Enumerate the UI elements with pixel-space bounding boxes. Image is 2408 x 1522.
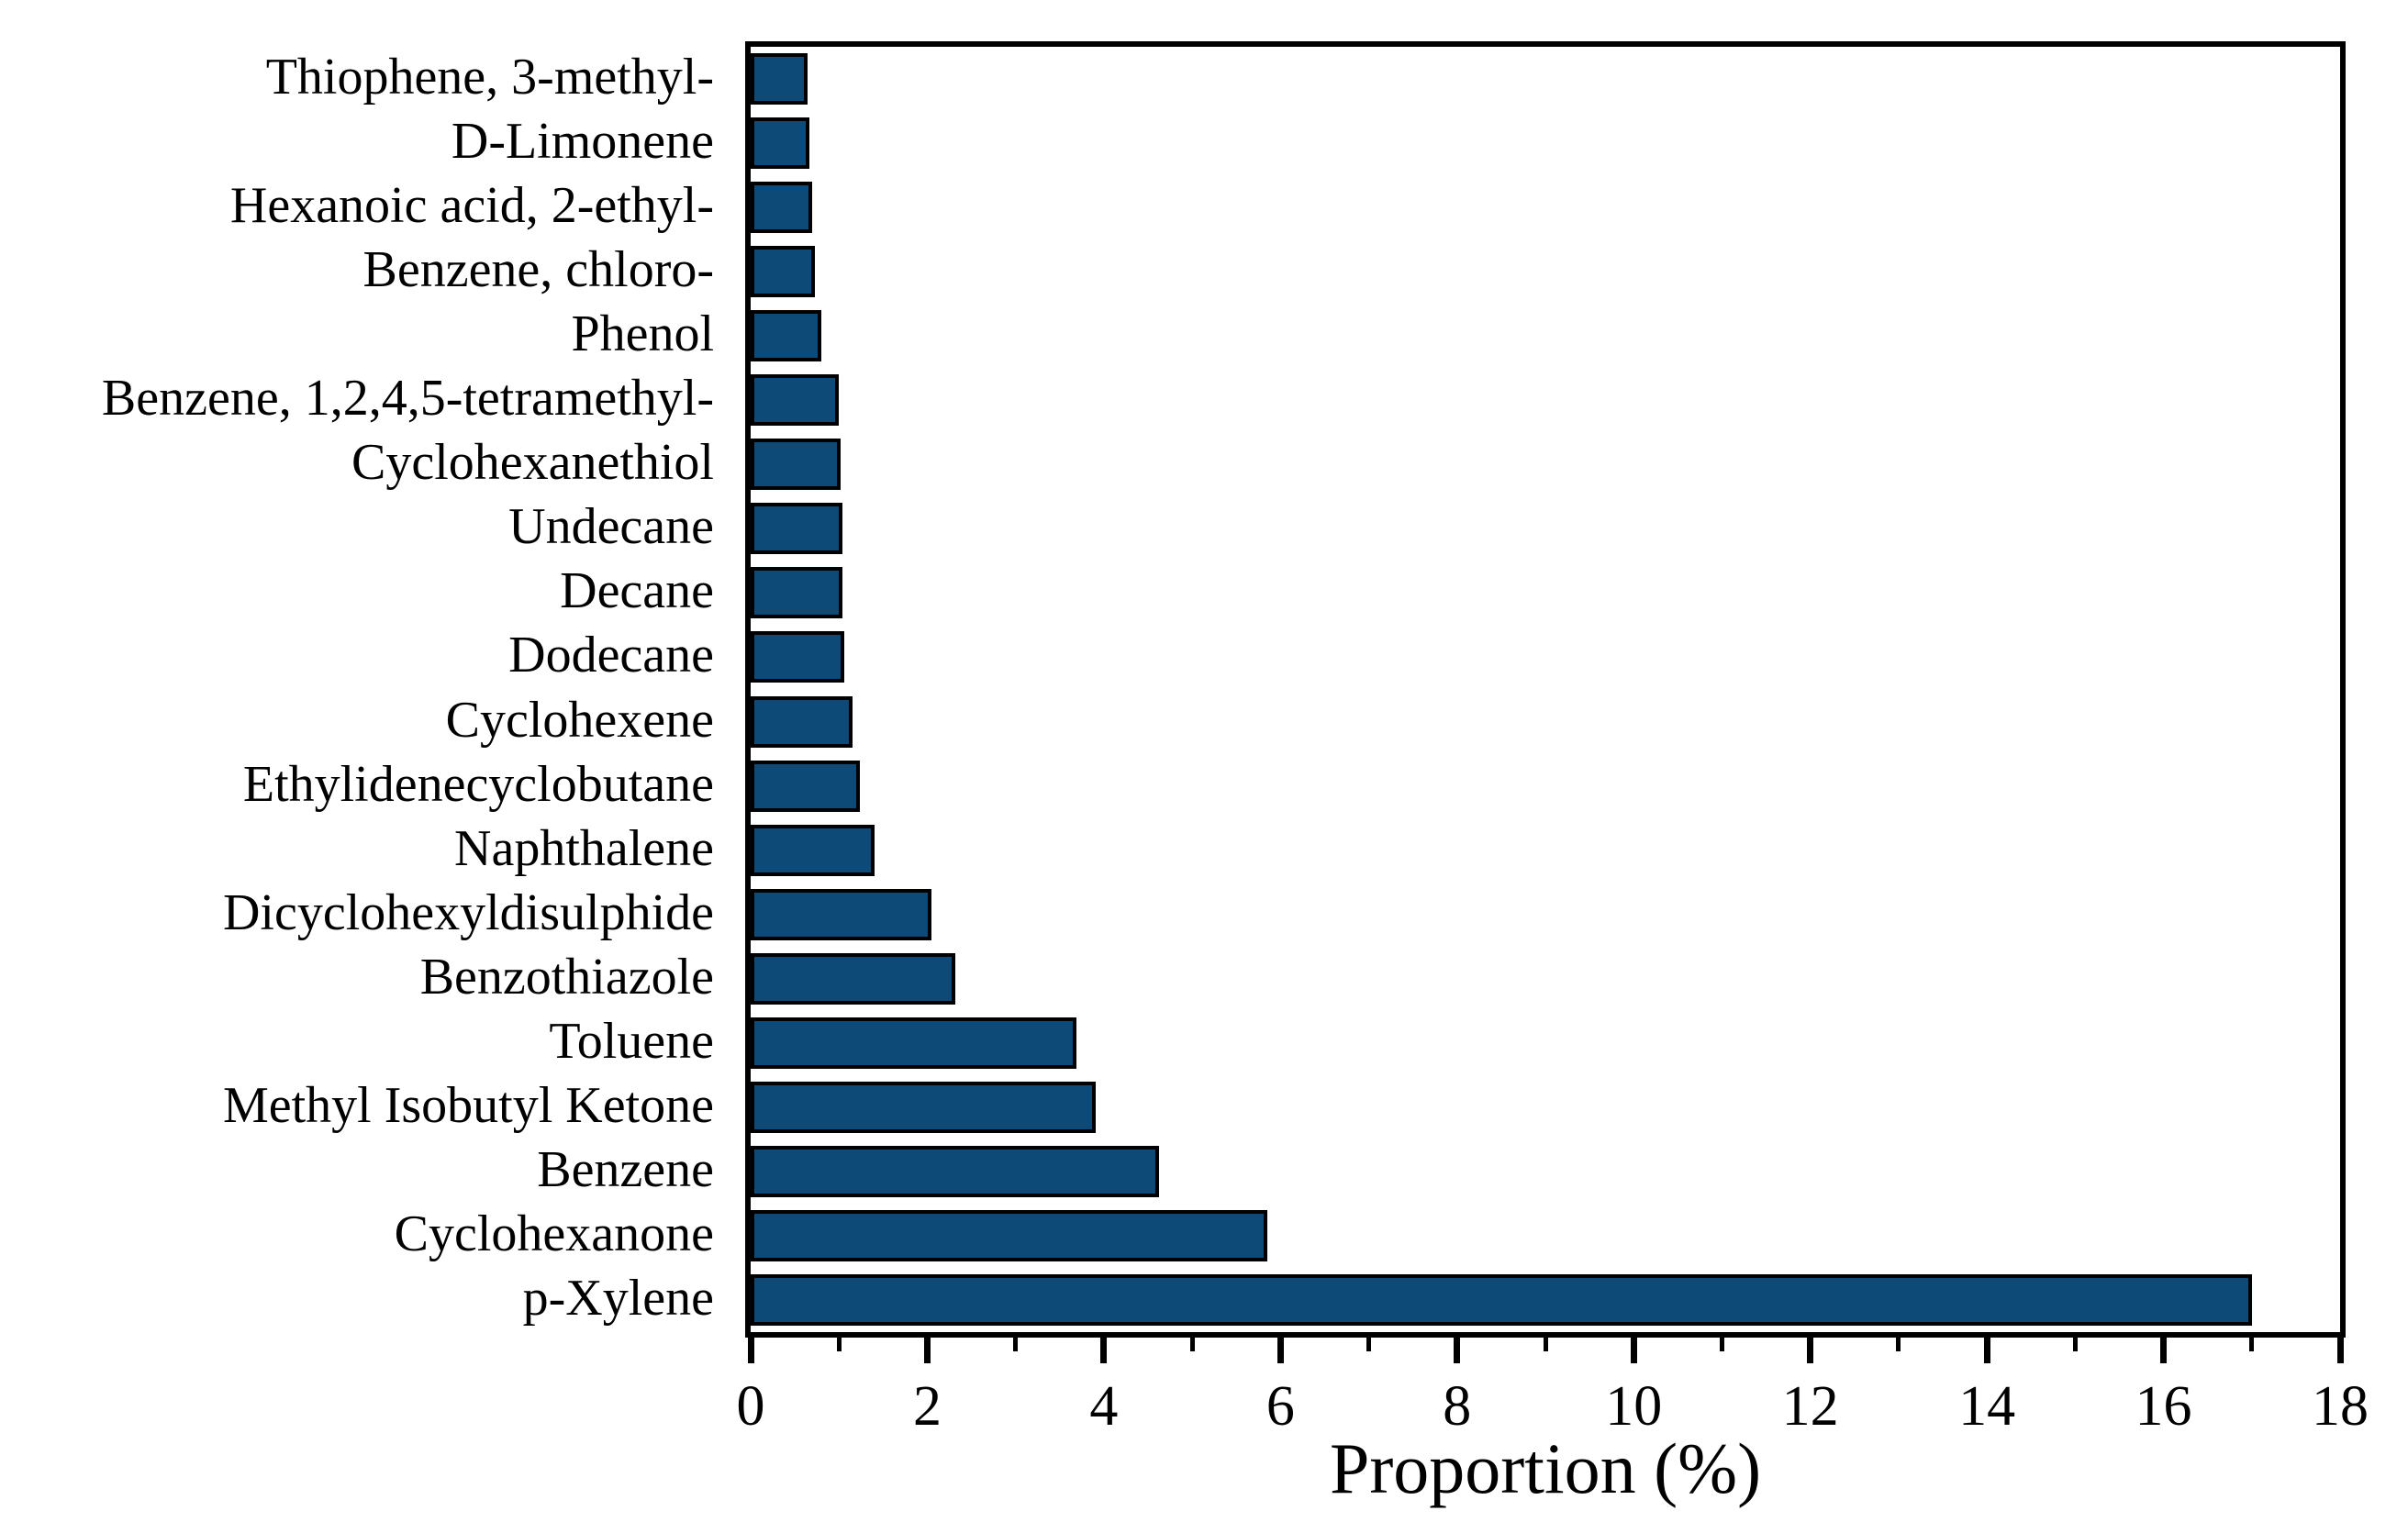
y-category-label: Hexanoic acid, 2-ethyl- <box>229 176 714 234</box>
x-major-tick <box>747 1336 754 1363</box>
x-major-tick <box>2336 1336 2344 1363</box>
x-minor-tick <box>2072 1336 2078 1351</box>
bar-1 <box>751 117 810 170</box>
x-major-tick <box>1276 1336 1284 1363</box>
bar-12 <box>751 824 875 876</box>
y-category-label: p-Xylene <box>522 1269 714 1327</box>
y-category-label: Toluene <box>549 1012 714 1070</box>
x-tick-label: 18 <box>2312 1375 2369 1438</box>
y-category-label: Benzene, 1,2,4,5-tetramethyl- <box>101 370 714 428</box>
x-minor-tick <box>1543 1336 1548 1351</box>
bar-10 <box>751 695 853 748</box>
y-category-label: Phenol <box>571 305 714 362</box>
x-major-tick <box>1807 1336 1814 1363</box>
y-category-label: Dodecane <box>508 627 714 684</box>
y-category-label: Dicyclohexyldisulphide <box>222 883 714 941</box>
bar-8 <box>751 567 843 619</box>
bar-5 <box>751 374 840 427</box>
bar-14 <box>751 952 956 1005</box>
plot-area <box>745 41 2346 1338</box>
x-tick-label: 2 <box>912 1375 942 1438</box>
y-category-label: Thiophene, 3-methyl- <box>265 48 714 106</box>
bar-2 <box>751 182 813 234</box>
x-major-tick <box>1100 1336 1108 1363</box>
y-category-label: Benzothiazole <box>419 948 714 1005</box>
bar-19 <box>751 1273 2252 1326</box>
bar-3 <box>751 246 816 298</box>
bar-11 <box>751 760 861 812</box>
bar-4 <box>751 310 821 362</box>
x-major-tick <box>923 1336 931 1363</box>
x-major-tick <box>1454 1336 1461 1363</box>
x-tick-label: 14 <box>1958 1375 2016 1438</box>
bar-18 <box>751 1209 1267 1261</box>
y-category-label: Naphthalene <box>454 819 714 877</box>
bar-6 <box>751 439 842 491</box>
x-minor-tick <box>1189 1336 1195 1351</box>
bar-7 <box>751 503 843 555</box>
x-minor-tick <box>1896 1336 1901 1351</box>
y-category-label: Ethylidenecyclobutane <box>242 755 714 813</box>
bar-15 <box>751 1017 1077 1069</box>
x-minor-tick <box>1366 1336 1372 1351</box>
x-major-tick <box>1983 1336 1990 1363</box>
y-category-label: Cyclohexene <box>445 691 714 749</box>
x-minor-tick <box>2249 1336 2255 1351</box>
bar-0 <box>751 53 808 106</box>
y-category-label: Benzene, chloro- <box>362 240 714 298</box>
y-category-label: Cyclohexanethiol <box>351 434 714 492</box>
y-category-label: Cyclohexanone <box>394 1205 714 1262</box>
x-tick-label: 6 <box>1265 1375 1295 1438</box>
x-axis-title: Proportion (%) <box>1329 1428 1762 1508</box>
y-category-label: Methyl Isobutyl Ketone <box>222 1076 714 1134</box>
x-tick-label: 4 <box>1089 1375 1119 1438</box>
y-category-label: Undecane <box>508 498 714 556</box>
x-minor-tick <box>1719 1336 1724 1351</box>
bar-9 <box>751 631 844 683</box>
y-category-label: Benzene <box>537 1140 714 1198</box>
bar-16 <box>751 1081 1097 1133</box>
x-minor-tick <box>1013 1336 1019 1351</box>
y-category-label: Decane <box>560 562 714 620</box>
x-minor-tick <box>836 1336 842 1351</box>
x-tick-label: 12 <box>1781 1375 1839 1438</box>
y-category-label: D-Limonene <box>451 112 714 170</box>
x-tick-label: 16 <box>2135 1375 2192 1438</box>
x-tick-label: 8 <box>1443 1375 1472 1438</box>
bar-13 <box>751 888 932 940</box>
x-major-tick <box>1630 1336 1637 1363</box>
x-tick-label: 10 <box>1605 1375 1663 1438</box>
x-major-tick <box>2160 1336 2168 1363</box>
bar-17 <box>751 1145 1159 1197</box>
x-tick-label: 0 <box>736 1375 765 1438</box>
